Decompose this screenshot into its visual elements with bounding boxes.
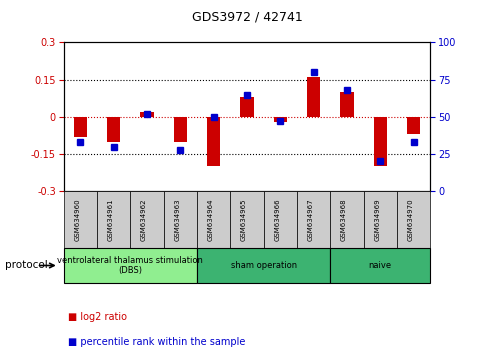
Bar	[130, 191, 163, 248]
Bar	[97, 191, 130, 248]
Bar	[263, 191, 296, 248]
Bar	[230, 191, 263, 248]
Text: GSM634967: GSM634967	[307, 198, 313, 241]
Bar	[63, 248, 197, 283]
Bar	[363, 191, 396, 248]
Text: GSM634965: GSM634965	[241, 198, 246, 241]
Text: naive: naive	[368, 261, 391, 270]
Text: GSM634964: GSM634964	[207, 198, 213, 241]
Text: GSM634961: GSM634961	[107, 198, 113, 241]
Bar	[373, 117, 386, 166]
Bar	[396, 191, 429, 248]
Bar	[173, 117, 186, 142]
Bar	[329, 248, 429, 283]
Text: GSM634966: GSM634966	[274, 198, 280, 241]
Text: GDS3972 / 42741: GDS3972 / 42741	[191, 11, 302, 24]
Text: GSM634963: GSM634963	[174, 198, 180, 241]
Bar	[206, 117, 220, 166]
Text: ■ percentile rank within the sample: ■ percentile rank within the sample	[68, 337, 245, 347]
Bar	[273, 117, 286, 122]
Bar	[306, 77, 320, 117]
Text: ventrolateral thalamus stimulation
(DBS): ventrolateral thalamus stimulation (DBS)	[57, 256, 203, 275]
Text: GSM634962: GSM634962	[141, 198, 146, 241]
Bar	[340, 92, 353, 117]
Bar	[73, 117, 87, 137]
Bar	[63, 191, 97, 248]
Bar	[107, 117, 120, 142]
Text: GSM634970: GSM634970	[407, 198, 413, 241]
Bar	[163, 191, 197, 248]
Bar	[197, 191, 230, 248]
Bar	[140, 112, 153, 117]
Text: GSM634960: GSM634960	[74, 198, 80, 241]
Bar	[296, 191, 329, 248]
Bar	[406, 117, 420, 134]
Bar	[240, 97, 253, 117]
Text: sham operation: sham operation	[230, 261, 296, 270]
Text: ■ log2 ratio: ■ log2 ratio	[68, 312, 127, 322]
Text: GSM634968: GSM634968	[340, 198, 346, 241]
Text: GSM634969: GSM634969	[373, 198, 380, 241]
Text: protocol: protocol	[5, 261, 47, 270]
Bar	[197, 248, 329, 283]
Bar	[329, 191, 363, 248]
